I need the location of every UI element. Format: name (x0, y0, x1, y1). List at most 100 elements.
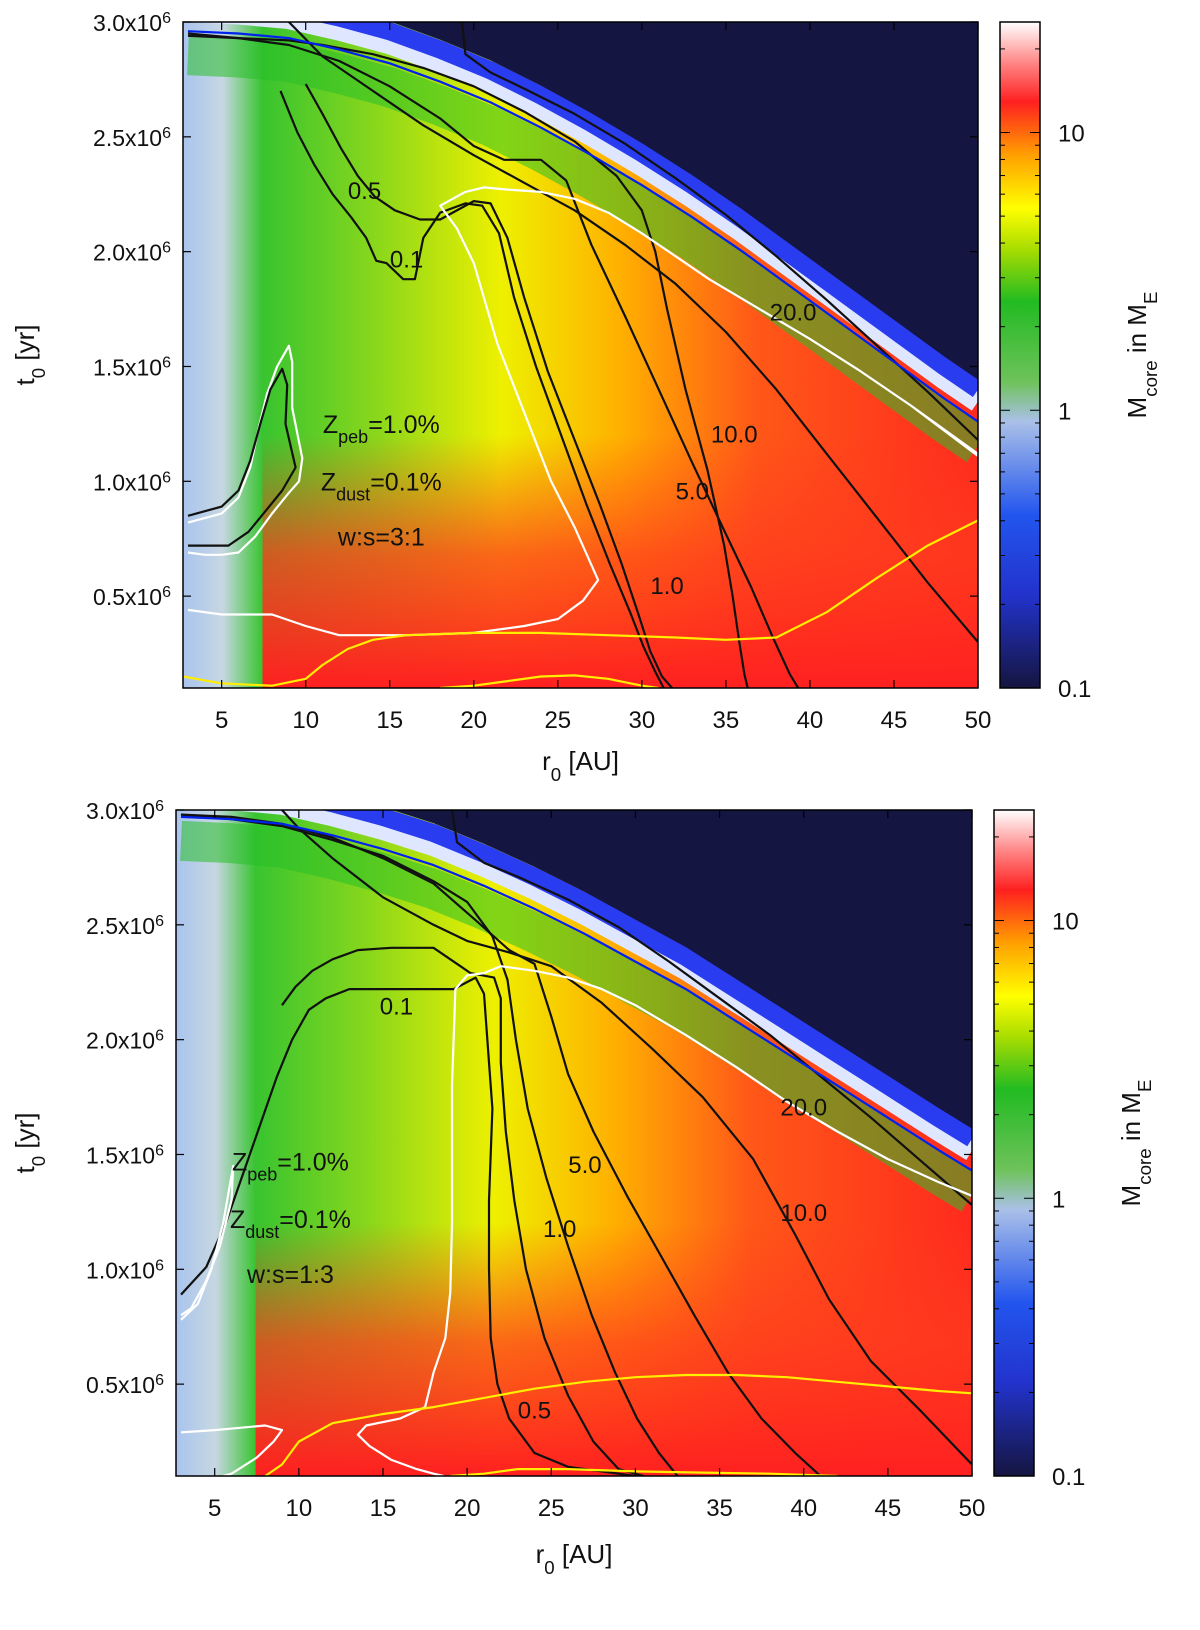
green-rim (187, 35, 978, 463)
contour-0.5 (281, 946, 645, 1476)
contour-label: 10.0 (711, 421, 758, 448)
colorbar: 0.1 1 10 Mcore in ME (999, 21, 1161, 703)
contour-label: 0.5 (518, 1398, 551, 1425)
chart-panel-top: 5 10 15 20 25 30 35 40 45 50 r0 [AU] 0.5x106 1.0x106… (10, 10, 1161, 785)
x-tick-label: 40 (797, 707, 824, 734)
heatmap-field (176, 810, 972, 1476)
x-tick-label: 40 (790, 1495, 817, 1522)
y-tick-label: 1.0x106 (93, 469, 171, 496)
x-tick-label: 25 (544, 707, 571, 734)
contour-labels: 0.5 0.1 20.0 10.0 5.0 1.0 (348, 178, 817, 600)
x-tick-label: 50 (959, 1495, 986, 1522)
y-tick-label: 3.0x106 (86, 798, 164, 825)
colorbar-label: Mcore in ME (1122, 292, 1161, 419)
contour-yellow-2 (450, 1468, 838, 1476)
x-tick-label: 20 (454, 1495, 481, 1522)
x-axis-label: r0 [AU] (536, 1539, 613, 1578)
x-tick-label: 45 (881, 707, 908, 734)
blue-rim (321, 810, 972, 1147)
x-tick-label: 35 (713, 707, 740, 734)
x-axis-label: r0 [AU] (542, 746, 619, 785)
contour-20.0 (450, 810, 972, 1206)
colorbar-tick-label: 1 (1052, 1186, 1065, 1213)
contour-labels: 0.1 20.0 5.0 10.0 1.0 0.5 (380, 993, 827, 1424)
contour-10.0 (288, 22, 978, 643)
x-tick-label: 45 (875, 1495, 902, 1522)
x-tick-label: 10 (285, 1495, 312, 1522)
x-axis: 5 10 15 20 25 30 35 40 45 50 r0 [AU] (215, 22, 991, 785)
colorbar-tick-label: 10 (1052, 909, 1079, 936)
contour-10.0 (281, 810, 972, 1466)
y-tick-label: 2.0x106 (86, 1027, 164, 1054)
contour-label: 1.0 (543, 1216, 576, 1243)
contour-0.5 (304, 83, 673, 688)
y-axis-label: t0 [yr] (10, 325, 49, 386)
annotation-ws-ratio: w:s=3:1 (337, 524, 425, 552)
no-growth-region (391, 22, 978, 380)
y-tick-label: 1.0x106 (86, 1257, 164, 1284)
contour-20.0 (460, 22, 978, 441)
x-tick-label: 35 (706, 1495, 733, 1522)
contour-label: 1.0 (650, 573, 683, 600)
y-tick-label: 1.5x106 (93, 354, 171, 381)
y-axis: 0.5x106 1.0x106 1.5x106 2.0x106 2.5x106 3.0x1… (10, 798, 972, 1399)
colorbar-tick-label: 0.1 (1058, 676, 1091, 703)
colorbar-tick-label: 10 (1058, 121, 1085, 148)
white-rim (187, 22, 978, 411)
y-tick-label: 0.5x106 (86, 1372, 164, 1399)
chart-panel-bottom: 5 10 15 20 25 30 35 40 45 50 r0 [AU] 0.5x106 1.0x106… (10, 798, 1155, 1578)
contour-label: 0.5 (348, 178, 381, 205)
contour-blue-edge (187, 30, 978, 423)
contour-yellow-1 (264, 1373, 972, 1476)
contour-yellow-2 (440, 674, 659, 688)
colorbar-gradient (993, 809, 1035, 1477)
contour-5.0 (180, 813, 822, 1476)
annotation-ws-ratio: w:s=1:3 (246, 1261, 334, 1289)
contour-lines (180, 810, 972, 1476)
contour-1.0 (187, 34, 749, 688)
contour-white-bottom-left (180, 1424, 284, 1476)
annotation-z-peb: Zpeb=1.0% (323, 411, 440, 447)
colorbar: 0.1 1 10 Mcore in ME (993, 809, 1155, 1491)
x-tick-label: 10 (292, 707, 319, 734)
contour-label: 0.1 (390, 247, 423, 274)
y-tick-label: 3.0x106 (93, 10, 171, 37)
contour-yellow-1 (183, 519, 978, 687)
y-tick-label: 2.5x106 (86, 912, 164, 939)
contour-label: 20.0 (770, 300, 817, 327)
annotation-z-peb: Zpeb=1.0% (232, 1149, 349, 1185)
y-tick-label: 1.5x106 (86, 1142, 164, 1169)
green-rim (180, 820, 972, 1212)
contour-1.0 (180, 813, 679, 1476)
x-tick-label: 20 (460, 707, 487, 734)
no-growth-region (392, 810, 972, 1129)
colorbar-tick-label: 0.1 (1052, 1464, 1085, 1491)
plot-frame (175, 809, 973, 1477)
x-tick-label: 30 (622, 1495, 649, 1522)
contour-label: 10.0 (780, 1200, 827, 1227)
annotation-z-dust: Zdust=0.1% (230, 1206, 351, 1242)
annotation-z-dust: Zdust=0.1% (321, 468, 442, 504)
contour-0.1 (279, 90, 665, 688)
plot-frame (182, 21, 979, 689)
contour-lines (183, 22, 978, 688)
contour-dark-left (187, 367, 297, 547)
contour-label: 5.0 (676, 479, 709, 506)
contour-white-main (356, 965, 972, 1476)
white-rim (226, 810, 972, 1160)
contour-0.1 (180, 976, 636, 1476)
colorbar-tick-label: 1 (1058, 398, 1071, 425)
annotations: Zpeb=1.0% Zdust=0.1% w:s=1:3 (230, 1149, 351, 1290)
contour-5.0 (187, 32, 800, 688)
x-tick-label: 50 (965, 707, 992, 734)
y-axis: 0.5x106 1.0x106 1.5x106 2.0x106 2.5x106 3.0x1… (10, 10, 978, 611)
x-tick-label: 15 (376, 707, 403, 734)
y-tick-label: 2.0x106 (93, 239, 171, 266)
contour-white-left (187, 344, 304, 556)
contour-label: 0.1 (380, 993, 413, 1020)
x-tick-label: 30 (628, 707, 655, 734)
y-tick-label: 0.5x106 (93, 584, 171, 611)
x-axis: 5 10 15 20 25 30 35 40 45 50 r0 [AU] (208, 810, 985, 1578)
contour-blue-edge (180, 815, 972, 1172)
